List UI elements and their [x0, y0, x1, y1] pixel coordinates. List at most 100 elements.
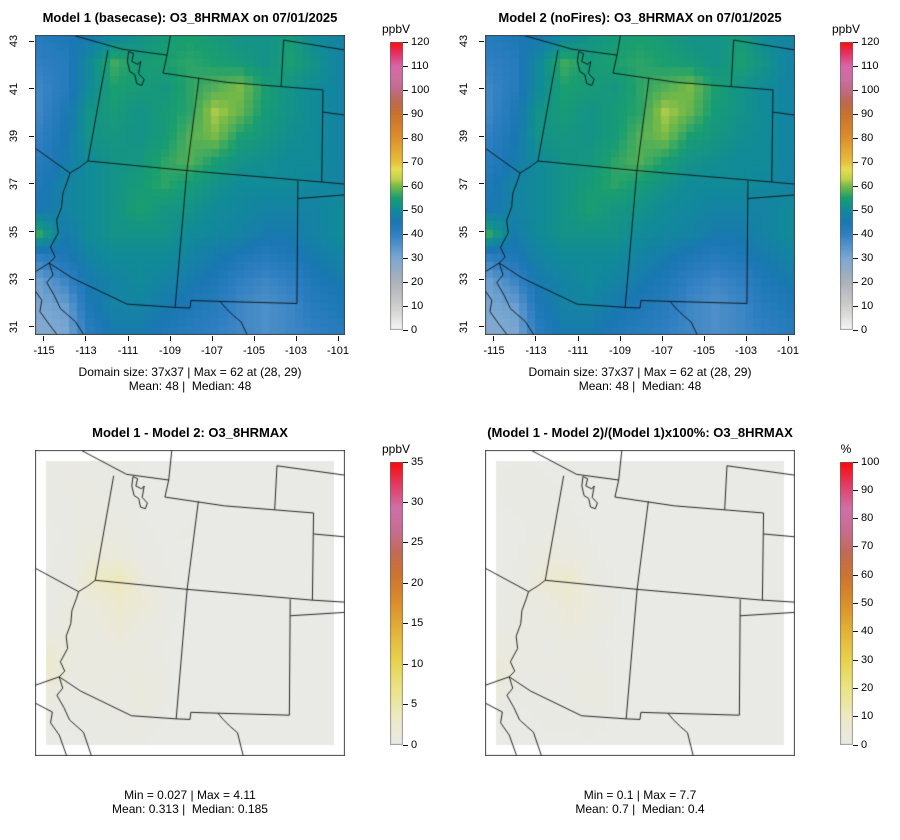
colorbar-tick-label: 0 — [411, 323, 418, 336]
x-axis-tick — [85, 336, 87, 341]
panel-title-percent-difference: (Model 1 - Model 2)/(Model 1)x100%: O3_8… — [487, 425, 793, 440]
colorbar-tick-label: 90 — [861, 107, 874, 120]
colorbar-tick-label: 60 — [861, 179, 874, 192]
colorbar-tick-label: 35 — [411, 455, 424, 468]
colorbar-tick — [853, 687, 858, 689]
percent-difference-stats-line1: Min = 0.1 | Max = 7.7 — [583, 788, 697, 802]
x-axis-tick — [43, 336, 45, 341]
colorbar-tick-label: 110 — [861, 59, 879, 72]
x-axis-tick-label: -103 — [735, 345, 758, 357]
colorbar-tick-label: 20 — [861, 275, 874, 288]
y-axis-tick-label: 31 — [8, 320, 20, 334]
x-axis-tick — [577, 336, 579, 341]
colorbar-tick — [403, 209, 408, 211]
colorbar-tick — [403, 65, 408, 67]
y-axis-tick — [479, 40, 484, 42]
colorbar-tick — [403, 329, 408, 331]
colorbar-tick — [853, 41, 858, 43]
x-axis-tick-label: -107 — [650, 345, 674, 357]
y-axis-tick — [29, 40, 34, 42]
colorbar-tick — [853, 305, 858, 307]
colorbar-tick — [853, 631, 858, 633]
y-axis-tick-label: 33 — [8, 273, 20, 286]
percent-difference-colorbar — [840, 462, 853, 745]
colorbar-tick-label: 100 — [861, 83, 880, 96]
x-axis-tick — [493, 336, 495, 341]
colorbar-tick-label: 10 — [861, 710, 874, 723]
colorbar-tick — [403, 89, 408, 91]
colorbar-tick — [853, 659, 858, 661]
colorbar-tick-label: 20 — [861, 681, 874, 694]
colorbar-tick-label: 120 — [411, 35, 430, 48]
colorbar-tick — [853, 161, 858, 163]
colorbar-tick-label: 40 — [861, 625, 874, 638]
colorbar-tick-label: 30 — [861, 653, 874, 666]
difference-colorbar — [390, 462, 403, 745]
difference-heatmap-canvas — [35, 450, 345, 756]
x-axis-tick — [745, 336, 747, 341]
colorbar-tick — [403, 704, 408, 706]
colorbar-tick — [853, 65, 858, 67]
x-axis-tick — [703, 336, 705, 341]
difference-colorbar-unit-label: ppbV — [381, 442, 411, 456]
colorbar-tick — [403, 305, 408, 307]
x-axis-tick-label: -115 — [483, 345, 505, 357]
colorbar-tick — [853, 89, 858, 91]
colorbar-tick-label: 40 — [861, 227, 874, 240]
x-axis-tick-label: -113 — [75, 345, 97, 357]
colorbar-tick-label: 5 — [411, 698, 418, 711]
model2-heatmap-canvas — [485, 35, 795, 335]
colorbar-tick — [403, 461, 408, 463]
y-axis-tick — [479, 278, 484, 280]
y-axis-tick-label: 39 — [8, 130, 20, 143]
model1-heatmap-canvas — [35, 35, 345, 335]
colorbar-tick-label: 20 — [411, 576, 424, 589]
colorbar-tick-label: 30 — [861, 251, 874, 264]
difference-stats-line1: Min = 0.027 | Max = 4.11 — [124, 788, 256, 802]
colorbar-tick — [403, 137, 408, 139]
y-axis-tick — [29, 326, 34, 328]
y-axis-tick — [29, 135, 34, 137]
colorbar-tick — [403, 113, 408, 115]
y-axis-tick — [29, 278, 34, 280]
y-axis-tick-label: 37 — [8, 177, 20, 191]
x-axis-tick-label: -111 — [567, 345, 589, 357]
y-axis-tick-label: 41 — [458, 82, 470, 95]
colorbar-tick — [853, 137, 858, 139]
y-axis-tick-label: 33 — [458, 273, 470, 286]
colorbar-tick-label: 70 — [861, 540, 874, 553]
x-axis-tick-label: -101 — [777, 345, 800, 357]
y-axis-tick — [29, 183, 34, 185]
colorbar-tick — [853, 461, 858, 463]
colorbar-tick-label: 10 — [411, 299, 424, 312]
x-axis-tick — [619, 336, 621, 341]
colorbar-tick — [853, 744, 858, 746]
colorbar-tick — [403, 501, 408, 503]
colorbar-tick — [403, 663, 408, 665]
x-axis-tick-label: -113 — [525, 345, 547, 357]
colorbar-tick-label: 70 — [861, 155, 874, 168]
colorbar-tick-label: 50 — [411, 203, 424, 216]
colorbar-tick-label: 0 — [411, 738, 418, 751]
y-axis-tick-label: 39 — [458, 130, 470, 143]
y-axis-tick — [479, 135, 484, 137]
percent-difference-colorbar-unit-label: % — [840, 442, 852, 456]
y-axis-tick-label: 31 — [458, 320, 470, 334]
model1-colorbar-unit-label: ppbV — [381, 22, 411, 36]
model2-stats-line2: Mean: 48 | Median: 48 — [578, 379, 702, 393]
colorbar-tick-label: 50 — [861, 597, 874, 609]
colorbar-tick — [403, 623, 408, 625]
x-axis-tick — [127, 336, 129, 341]
colorbar-tick-label: 10 — [411, 657, 424, 670]
colorbar-tick — [853, 574, 858, 576]
colorbar-tick-label: 15 — [411, 617, 424, 630]
model2-colorbar-unit-label: ppbV — [831, 22, 861, 36]
x-axis-tick — [661, 336, 663, 341]
percent-difference-stats-line2: Mean: 0.7 | Median: 0.4 — [575, 802, 705, 816]
colorbar-tick — [853, 233, 858, 235]
colorbar-tick-label: 30 — [411, 495, 424, 508]
panel-title-difference: Model 1 - Model 2: O3_8HRMAX — [92, 425, 288, 440]
model2-colorbar — [840, 42, 853, 330]
difference-stats-line2: Mean: 0.313 | Median: 0.185 — [112, 802, 268, 816]
